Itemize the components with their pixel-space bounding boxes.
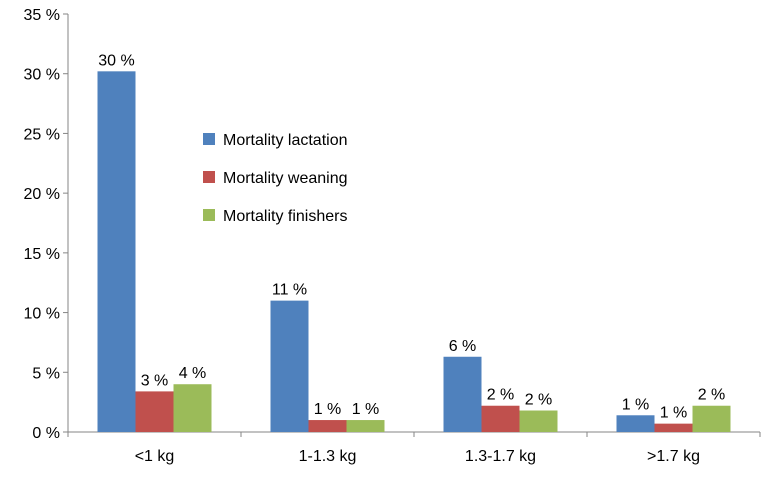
legend-label: Mortality finishers	[223, 208, 347, 225]
data-label: 3 %	[141, 372, 169, 389]
y-tick-label: 35 %	[24, 7, 60, 24]
bar	[270, 300, 309, 432]
bar	[654, 423, 693, 432]
data-label: 1 %	[352, 401, 380, 418]
legend-swatch	[203, 133, 215, 145]
legend-swatch	[203, 209, 215, 221]
y-tick-label: 5 %	[32, 365, 60, 382]
bar	[443, 356, 482, 432]
bar	[616, 415, 655, 432]
data-label: 2 %	[698, 387, 726, 404]
x-tick-label: 1-1.3 kg	[299, 448, 357, 465]
bar	[481, 405, 520, 432]
y-tick-label: 15 %	[24, 246, 60, 263]
bar	[308, 420, 347, 432]
y-tick-label: 25 %	[24, 126, 60, 143]
data-label: 1 %	[622, 396, 650, 413]
bar	[692, 405, 731, 432]
data-label: 11 %	[272, 282, 307, 299]
legend-label: Mortality lactation	[223, 132, 348, 149]
x-tick-label: 1.3-1.7 kg	[465, 448, 536, 465]
y-tick-label: 0 %	[32, 425, 60, 442]
data-label: 1 %	[314, 401, 342, 418]
bar	[135, 391, 174, 432]
y-tick-label: 10 %	[24, 306, 60, 323]
data-label: 2 %	[525, 392, 553, 409]
bar	[346, 420, 385, 432]
data-label: 1 %	[660, 405, 688, 422]
y-tick-label: 20 %	[24, 186, 60, 203]
bar	[97, 71, 136, 432]
legend-swatch	[203, 171, 215, 183]
bar	[173, 384, 212, 432]
legend-label: Mortality weaning	[223, 170, 348, 187]
data-label: 2 %	[487, 387, 515, 404]
y-tick-label: 30 %	[24, 67, 60, 84]
x-tick-label: >1.7 kg	[647, 448, 700, 465]
data-label: 30 %	[98, 52, 134, 69]
bar	[519, 410, 558, 432]
data-label: 4 %	[179, 365, 207, 382]
x-tick-label: <1 kg	[135, 448, 175, 465]
data-label: 6 %	[449, 338, 477, 355]
